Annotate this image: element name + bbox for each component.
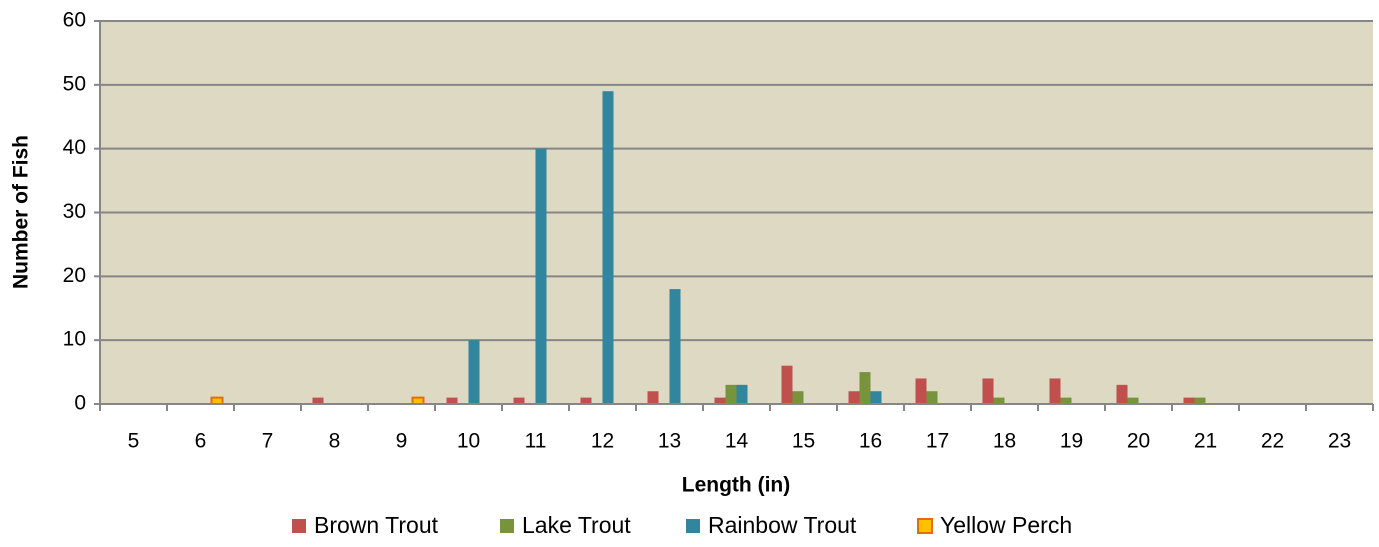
x-tick-label: 12 <box>591 430 614 453</box>
x-tick-label: 17 <box>926 430 949 453</box>
bar <box>446 397 458 404</box>
bar <box>725 384 737 404</box>
bar <box>1049 378 1061 404</box>
x-tick-label: 22 <box>1261 430 1284 453</box>
bar <box>848 391 860 404</box>
x-tick-label: 20 <box>1127 430 1150 453</box>
x-tick-label: 13 <box>658 430 681 453</box>
x-tick-label: 5 <box>128 430 140 453</box>
legend-swatch <box>917 518 933 534</box>
y-tick-label: 60 <box>63 9 86 32</box>
x-tick-label: 11 <box>525 430 547 453</box>
x-tick-label: 19 <box>1060 430 1083 453</box>
legend-swatch <box>500 519 514 533</box>
bar <box>781 365 793 404</box>
bar <box>926 391 938 404</box>
x-tick-label: 15 <box>792 430 815 453</box>
bar <box>468 340 480 404</box>
bar <box>870 391 882 404</box>
bar <box>1127 397 1139 404</box>
y-tick-label: 30 <box>63 200 86 223</box>
legend-swatch <box>292 519 306 533</box>
x-tick-label: 6 <box>195 430 207 453</box>
bar <box>669 289 681 404</box>
y-axis-label: Number of Fish <box>10 135 33 289</box>
y-tick-label: 0 <box>74 392 86 415</box>
x-tick-label: 21 <box>1194 430 1217 453</box>
x-tick-label: 16 <box>859 430 882 453</box>
bar <box>736 384 748 404</box>
x-axis-label: Length (in) <box>682 474 790 497</box>
bar <box>915 378 927 404</box>
y-tick-label: 40 <box>63 136 86 159</box>
x-tick-label: 23 <box>1328 430 1351 453</box>
legend-label: Yellow Perch <box>940 512 1072 538</box>
x-tick-label: 18 <box>993 430 1016 453</box>
legend-label: Rainbow Trout <box>708 512 857 538</box>
y-tick-label: 20 <box>63 264 86 287</box>
y-tick-label: 10 <box>63 328 86 351</box>
bar <box>312 397 324 404</box>
bar <box>580 397 592 404</box>
bar <box>714 397 726 404</box>
bar <box>647 391 659 404</box>
bar <box>1194 397 1206 404</box>
bar <box>1060 397 1072 404</box>
bar <box>982 378 994 404</box>
bar <box>513 397 525 404</box>
y-tick-label: 50 <box>63 72 86 95</box>
legend-label: Lake Trout <box>522 512 631 538</box>
x-tick-label: 7 <box>262 430 274 453</box>
x-tick-label: 10 <box>457 430 480 453</box>
x-tick-label: 14 <box>725 430 749 453</box>
legend-label: Brown Trout <box>314 512 439 538</box>
bar <box>859 372 871 404</box>
bar <box>993 397 1005 404</box>
bar <box>1116 384 1128 404</box>
bar <box>535 148 547 404</box>
bar <box>792 391 804 404</box>
bar <box>602 91 614 404</box>
x-tick-label: 9 <box>396 430 408 453</box>
legend-swatch <box>686 519 700 533</box>
x-tick-label: 8 <box>329 430 341 453</box>
bar <box>1183 397 1195 404</box>
